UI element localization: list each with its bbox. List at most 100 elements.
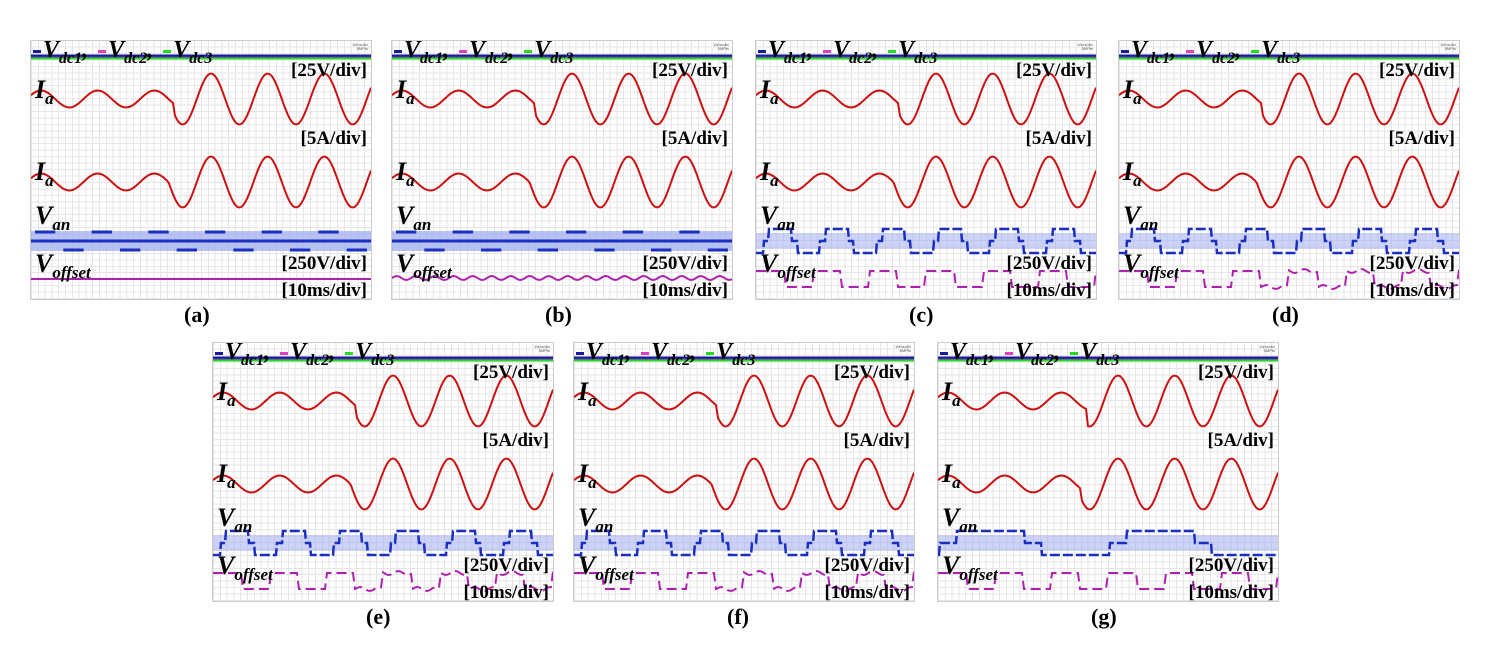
van-scale: [250V/div] (1369, 253, 1456, 274)
van-label: Van (578, 505, 614, 536)
ia-label-1: Ia (217, 377, 236, 410)
van-label-sub: an (959, 517, 978, 536)
van-label: Van (1123, 203, 1159, 234)
vdc1-legend-sub: dc1 (241, 352, 265, 369)
scope-panel: Vdc1, Vdc2, Vdc3 10ms/div 5MPts [25V/div] Ia [5… (30, 37, 372, 300)
vdc2-legend-sep: , (329, 339, 336, 365)
vdc1-legend-marker (576, 351, 584, 355)
van-label-sub: an (777, 215, 796, 234)
ia-label-1-main: I (760, 75, 771, 104)
van-trace (1119, 227, 1459, 255)
ia-trace-1 (756, 72, 1096, 126)
ia-label-2-sub: a (1133, 171, 1142, 190)
scope-panel: Vdc1, Vdc2, Vdc3 10ms/div 5MPts [25V/div] Ia [5… (755, 37, 1097, 300)
ia-label-2-sub: a (406, 171, 415, 190)
ia-label-2-main: I (35, 157, 46, 186)
vdc3-legend-marker (1251, 49, 1260, 53)
scope-corner-info: 10ms/div 5MPts (1440, 42, 1456, 52)
vdc2-legend-marker (459, 49, 468, 53)
waveform-plot (756, 54, 1096, 288)
van-scale: [250V/div] (1188, 555, 1275, 576)
van-scale: [250V/div] (642, 253, 729, 274)
ia-label-2-sub: a (227, 473, 236, 492)
vdc2-legend-sub: dc2 (124, 50, 148, 67)
vdc3-legend-sub: dc3 (189, 50, 213, 67)
ia-label-1: Ia (396, 77, 415, 108)
ia-scale: [5A/div] (661, 128, 729, 149)
voffset-label-sub: offset (413, 263, 452, 282)
vdc-scale: [25V/div] (834, 362, 910, 383)
ia-scale: [5A/div] (482, 430, 550, 451)
vdc1-legend-marker (394, 49, 402, 53)
voffset-label: Voffset (35, 251, 91, 282)
van-pwm-band (213, 535, 553, 551)
vdc3-legend-label: V (898, 37, 915, 63)
ia-label-1: Ia (760, 75, 779, 108)
ia-label-1: Ia (578, 379, 597, 410)
vdc3-legend-marker (1070, 351, 1079, 355)
vdc3-legend-label: V (534, 37, 551, 63)
ia-trace-1 (31, 72, 371, 126)
vdc1-legend-sub: dc1 (59, 50, 83, 67)
voffset-trace (213, 569, 553, 593)
ia-label-2: Ia (217, 461, 236, 492)
ia-trace-1 (1119, 72, 1459, 126)
scope-corner-line: 10ms/div (1076, 42, 1093, 47)
legend: Vdc1, Vdc2, Vdc3 (758, 37, 937, 68)
van-pwm-band (938, 535, 1278, 551)
ia-trace-1 (213, 374, 553, 428)
van-pwm-band (756, 233, 1096, 249)
van-scale: [250V/div] (281, 253, 368, 274)
voffset-label-main: V (942, 551, 960, 580)
voffset-label-main: V (578, 551, 596, 580)
scope-corner-line: 10ms/div (712, 42, 729, 47)
voffset-trace (1119, 267, 1459, 291)
ia-label-2: Ia (1123, 159, 1142, 190)
voffset-label: Voffset (396, 251, 452, 282)
vdc1-legend-sep: , (82, 37, 89, 63)
scope-corner-info: 10ms/div 5MPts (1259, 344, 1275, 354)
scope-corner-line: 5MPts (1081, 46, 1093, 52)
ia-trace-1 (574, 374, 914, 428)
vdc2-legend-label: V (651, 339, 668, 365)
scope-panel: Vdc1, Vdc2, Vdc3 10ms/div 5MPts [25V/div] Ia [5… (212, 339, 554, 602)
vdc2-legend-marker (823, 49, 832, 53)
ia-label-1: Ia (1123, 77, 1142, 108)
ia-label-1-main: I (217, 377, 228, 406)
van-label: Van (396, 203, 431, 234)
ia-trace-2 (1119, 155, 1459, 209)
van-label-sub: an (234, 517, 253, 536)
ia-label-2-sub: a (45, 171, 54, 190)
ia-label-2-main: I (942, 459, 953, 488)
vdc1-legend-sep: , (1170, 37, 1177, 63)
panel-caption: (b) (545, 302, 572, 327)
voffset-label-sub: offset (234, 565, 273, 584)
vdc-scale: [25V/div] (1198, 362, 1274, 383)
panel-caption: (e) (366, 604, 391, 629)
ia-label-2: Ia (942, 459, 961, 492)
van-label-main: V (217, 503, 235, 532)
ia-label-2: Ia (578, 459, 597, 492)
vdc1-legend-sub: dc1 (966, 352, 990, 369)
ia-scale: [5A/div] (1207, 430, 1275, 451)
van-label-sub: an (1140, 215, 1159, 234)
time-scale: [10ms/div] (642, 280, 729, 301)
scope-corner-line: 5MPts (538, 348, 550, 354)
ia-trace-2 (31, 155, 371, 209)
ia-label-2-main: I (760, 157, 771, 186)
ia-label-2-main: I (578, 459, 589, 488)
scope-panel: Vdc1, Vdc2, Vdc3 10ms/div 5MPts [25V/div] Ia [5… (573, 339, 915, 602)
vdc3-legend-marker (345, 351, 354, 355)
voffset-label: Voffset (942, 551, 998, 584)
vdc1-legend-label: V (43, 37, 60, 63)
vdc2-legend-label: V (833, 37, 850, 63)
legend: Vdc1, Vdc2, Vdc3 (394, 37, 573, 68)
vdc1-legend-label: V (768, 37, 785, 63)
van-label-sub: an (52, 215, 71, 234)
van-label: Van (217, 503, 253, 536)
vdc1-legend-sep: , (807, 37, 814, 63)
van-label-sub: an (595, 517, 614, 536)
voffset-trace (392, 274, 732, 282)
vdc1-legend-sub: dc1 (784, 50, 808, 67)
voffset-trace (756, 270, 1096, 288)
